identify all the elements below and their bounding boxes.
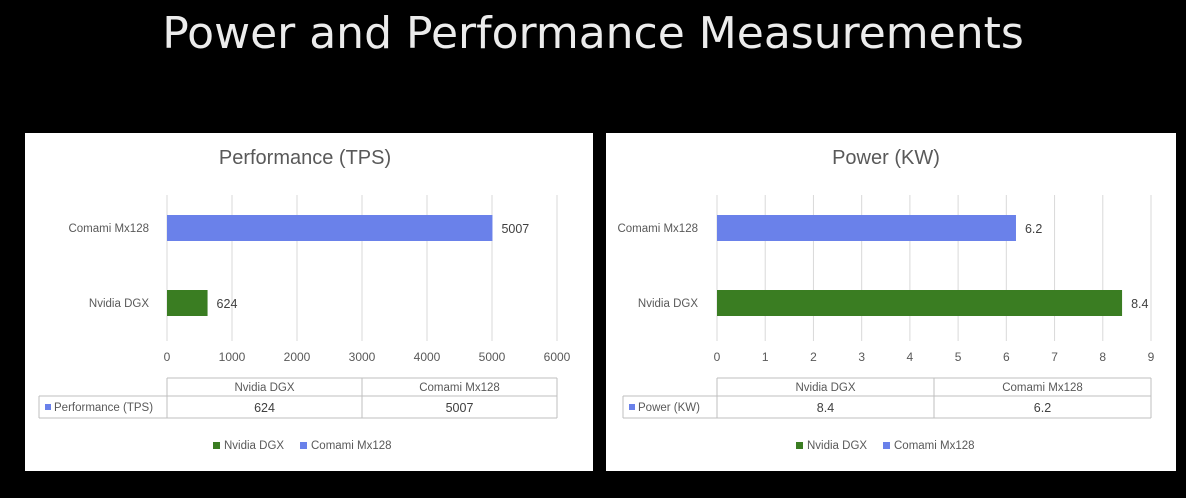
performance-chart: Performance (TPS) 0 1000 2000 3000 4000 5000 60… — [38, 147, 571, 452]
chart-title: Performance (TPS) — [219, 147, 391, 169]
performance-chart-panel: Performance (TPS) 0 1000 2000 3000 4000 5000 60… — [25, 133, 593, 471]
legend-swatch-nvidia-dgx — [796, 442, 803, 449]
table-cell: 8.4 — [817, 401, 834, 415]
x-tick-label: 7 — [1051, 350, 1058, 364]
table-header: Comami Mx128 — [1002, 382, 1083, 394]
legend-label: Comami Mx128 — [894, 440, 975, 452]
x-tick-label: 0 — [164, 350, 171, 364]
category-label: Nvidia DGX — [638, 298, 698, 310]
slide-title: Power and Performance Measurements — [162, 8, 1024, 59]
power-chart-panel: Power (KW) 0 1 2 3 4 5 6 7 8 9 Comami Mx128 6.2 Nvidi… — [606, 133, 1176, 471]
bar-comami-mx128 — [167, 215, 493, 241]
x-tick-label: 6000 — [544, 350, 571, 364]
category-label: Comami Mx128 — [68, 223, 149, 235]
table-header: Comami Mx128 — [419, 382, 500, 394]
legend-label: Comami Mx128 — [311, 440, 392, 452]
chart-title: Power (KW) — [832, 147, 940, 169]
x-tick-label: 9 — [1148, 350, 1155, 364]
data-label: 8.4 — [1131, 297, 1148, 311]
table-header: Nvidia DGX — [234, 382, 294, 394]
bar-nvidia-dgx — [717, 290, 1123, 316]
legend-swatch-comami-mx128 — [883, 442, 890, 449]
legend-swatch-comami-mx128 — [300, 442, 307, 449]
power-chart: Power (KW) 0 1 2 3 4 5 6 7 8 9 Comami Mx128 6.2 Nvidi… — [617, 147, 1155, 452]
series-key-icon — [45, 404, 51, 410]
x-tick-label: 3 — [858, 350, 865, 364]
table-cell: 5007 — [446, 401, 474, 415]
bar-comami-mx128 — [717, 215, 1016, 241]
x-tick-label: 2000 — [284, 350, 311, 364]
x-tick-label: 3000 — [349, 350, 376, 364]
table-header: Nvidia DGX — [795, 382, 855, 394]
table-cell: 6.2 — [1034, 401, 1051, 415]
x-tick-label: 2 — [810, 350, 817, 364]
data-label: 5007 — [501, 222, 529, 236]
x-tick-label: 5000 — [479, 350, 506, 364]
bar-nvidia-dgx — [167, 290, 208, 316]
x-tick-label: 5 — [955, 350, 962, 364]
category-label: Comami Mx128 — [617, 223, 698, 235]
x-tick-label: 4 — [907, 350, 914, 364]
x-tick-label: 8 — [1099, 350, 1106, 364]
series-key-icon — [629, 404, 635, 410]
legend-swatch-nvidia-dgx — [213, 442, 220, 449]
table-cell: 624 — [254, 401, 275, 415]
x-tick-label: 6 — [1003, 350, 1010, 364]
table-series-label: Power (KW) — [638, 402, 700, 414]
category-label: Nvidia DGX — [89, 298, 149, 310]
x-tick-label: 0 — [714, 350, 721, 364]
legend-label: Nvidia DGX — [807, 440, 867, 452]
x-tick-label: 1 — [762, 350, 769, 364]
data-label: 6.2 — [1025, 222, 1042, 236]
x-tick-label: 1000 — [219, 350, 246, 364]
data-label: 624 — [217, 297, 238, 311]
legend-label: Nvidia DGX — [224, 440, 284, 452]
table-series-label: Performance (TPS) — [54, 402, 153, 414]
x-tick-label: 4000 — [414, 350, 441, 364]
